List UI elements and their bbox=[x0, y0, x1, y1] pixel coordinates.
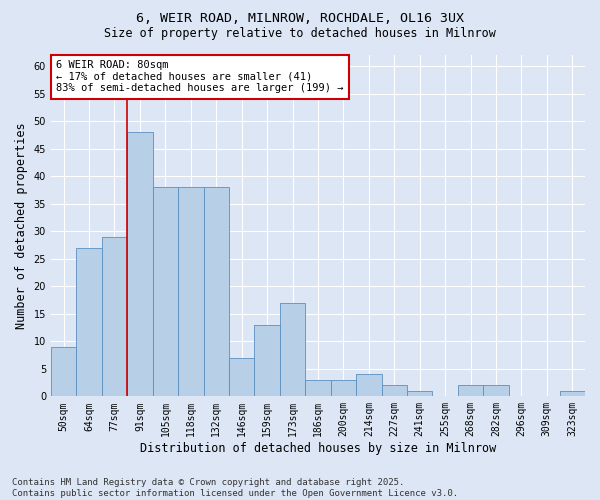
Bar bbox=[305, 380, 331, 396]
X-axis label: Distribution of detached houses by size in Milnrow: Distribution of detached houses by size … bbox=[140, 442, 496, 455]
Bar bbox=[331, 380, 356, 396]
Bar bbox=[229, 358, 254, 397]
Bar bbox=[178, 187, 203, 396]
Bar bbox=[51, 347, 76, 397]
Bar bbox=[483, 386, 509, 396]
Bar bbox=[102, 236, 127, 396]
Bar bbox=[127, 132, 152, 396]
Bar bbox=[560, 391, 585, 396]
Bar bbox=[203, 187, 229, 396]
Bar bbox=[458, 386, 483, 396]
Text: 6, WEIR ROAD, MILNROW, ROCHDALE, OL16 3UX: 6, WEIR ROAD, MILNROW, ROCHDALE, OL16 3U… bbox=[136, 12, 464, 26]
Bar bbox=[152, 187, 178, 396]
Bar bbox=[254, 325, 280, 396]
Text: 6 WEIR ROAD: 80sqm
← 17% of detached houses are smaller (41)
83% of semi-detache: 6 WEIR ROAD: 80sqm ← 17% of detached hou… bbox=[56, 60, 344, 94]
Bar bbox=[407, 391, 433, 396]
Text: Size of property relative to detached houses in Milnrow: Size of property relative to detached ho… bbox=[104, 28, 496, 40]
Bar bbox=[76, 248, 102, 396]
Bar bbox=[356, 374, 382, 396]
Y-axis label: Number of detached properties: Number of detached properties bbox=[15, 122, 28, 329]
Bar bbox=[280, 302, 305, 396]
Bar bbox=[382, 386, 407, 396]
Text: Contains HM Land Registry data © Crown copyright and database right 2025.
Contai: Contains HM Land Registry data © Crown c… bbox=[12, 478, 458, 498]
